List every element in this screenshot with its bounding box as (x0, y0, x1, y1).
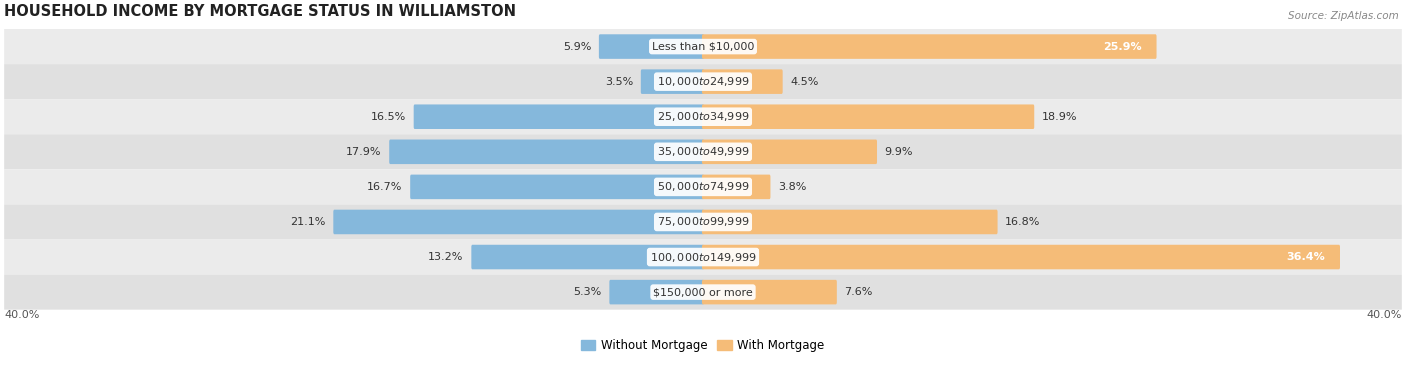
FancyBboxPatch shape (599, 34, 704, 59)
FancyBboxPatch shape (702, 210, 998, 234)
FancyBboxPatch shape (4, 134, 1402, 169)
Text: 18.9%: 18.9% (1042, 112, 1077, 122)
Legend: Without Mortgage, With Mortgage: Without Mortgage, With Mortgage (576, 334, 830, 357)
Text: 25.9%: 25.9% (1102, 41, 1142, 52)
FancyBboxPatch shape (4, 29, 1402, 64)
Text: 40.0%: 40.0% (4, 310, 39, 320)
Text: $25,000 to $34,999: $25,000 to $34,999 (657, 110, 749, 123)
FancyBboxPatch shape (702, 175, 770, 199)
Text: HOUSEHOLD INCOME BY MORTGAGE STATUS IN WILLIAMSTON: HOUSEHOLD INCOME BY MORTGAGE STATUS IN W… (4, 4, 516, 19)
Text: $35,000 to $49,999: $35,000 to $49,999 (657, 145, 749, 158)
FancyBboxPatch shape (4, 169, 1402, 204)
FancyBboxPatch shape (609, 280, 704, 304)
Text: 3.5%: 3.5% (605, 77, 633, 87)
Text: $50,000 to $74,999: $50,000 to $74,999 (657, 180, 749, 193)
Text: 13.2%: 13.2% (429, 252, 464, 262)
Text: $150,000 or more: $150,000 or more (654, 287, 752, 297)
FancyBboxPatch shape (333, 210, 704, 234)
Text: 16.7%: 16.7% (367, 182, 402, 192)
Text: 7.6%: 7.6% (845, 287, 873, 297)
Text: $75,000 to $99,999: $75,000 to $99,999 (657, 216, 749, 228)
FancyBboxPatch shape (4, 274, 1402, 310)
Text: 16.5%: 16.5% (371, 112, 406, 122)
FancyBboxPatch shape (4, 99, 1402, 134)
Text: 16.8%: 16.8% (1005, 217, 1040, 227)
FancyBboxPatch shape (411, 175, 704, 199)
FancyBboxPatch shape (471, 245, 704, 269)
FancyBboxPatch shape (4, 64, 1402, 99)
FancyBboxPatch shape (702, 245, 1340, 269)
FancyBboxPatch shape (702, 104, 1035, 129)
Text: 9.9%: 9.9% (884, 147, 912, 157)
Text: 40.0%: 40.0% (1367, 310, 1402, 320)
FancyBboxPatch shape (4, 239, 1402, 274)
FancyBboxPatch shape (413, 104, 704, 129)
Text: 36.4%: 36.4% (1286, 252, 1324, 262)
Text: 4.5%: 4.5% (790, 77, 818, 87)
Text: 5.3%: 5.3% (574, 287, 602, 297)
Text: $10,000 to $24,999: $10,000 to $24,999 (657, 75, 749, 88)
FancyBboxPatch shape (4, 204, 1402, 239)
FancyBboxPatch shape (389, 139, 704, 164)
Text: $100,000 to $149,999: $100,000 to $149,999 (650, 251, 756, 264)
FancyBboxPatch shape (702, 69, 783, 94)
Text: 21.1%: 21.1% (290, 217, 326, 227)
Text: Less than $10,000: Less than $10,000 (652, 41, 754, 52)
FancyBboxPatch shape (702, 280, 837, 304)
Text: 17.9%: 17.9% (346, 147, 381, 157)
Text: 5.9%: 5.9% (562, 41, 591, 52)
FancyBboxPatch shape (702, 34, 1157, 59)
Text: 3.8%: 3.8% (778, 182, 807, 192)
FancyBboxPatch shape (641, 69, 704, 94)
FancyBboxPatch shape (702, 139, 877, 164)
Text: Source: ZipAtlas.com: Source: ZipAtlas.com (1288, 11, 1399, 21)
